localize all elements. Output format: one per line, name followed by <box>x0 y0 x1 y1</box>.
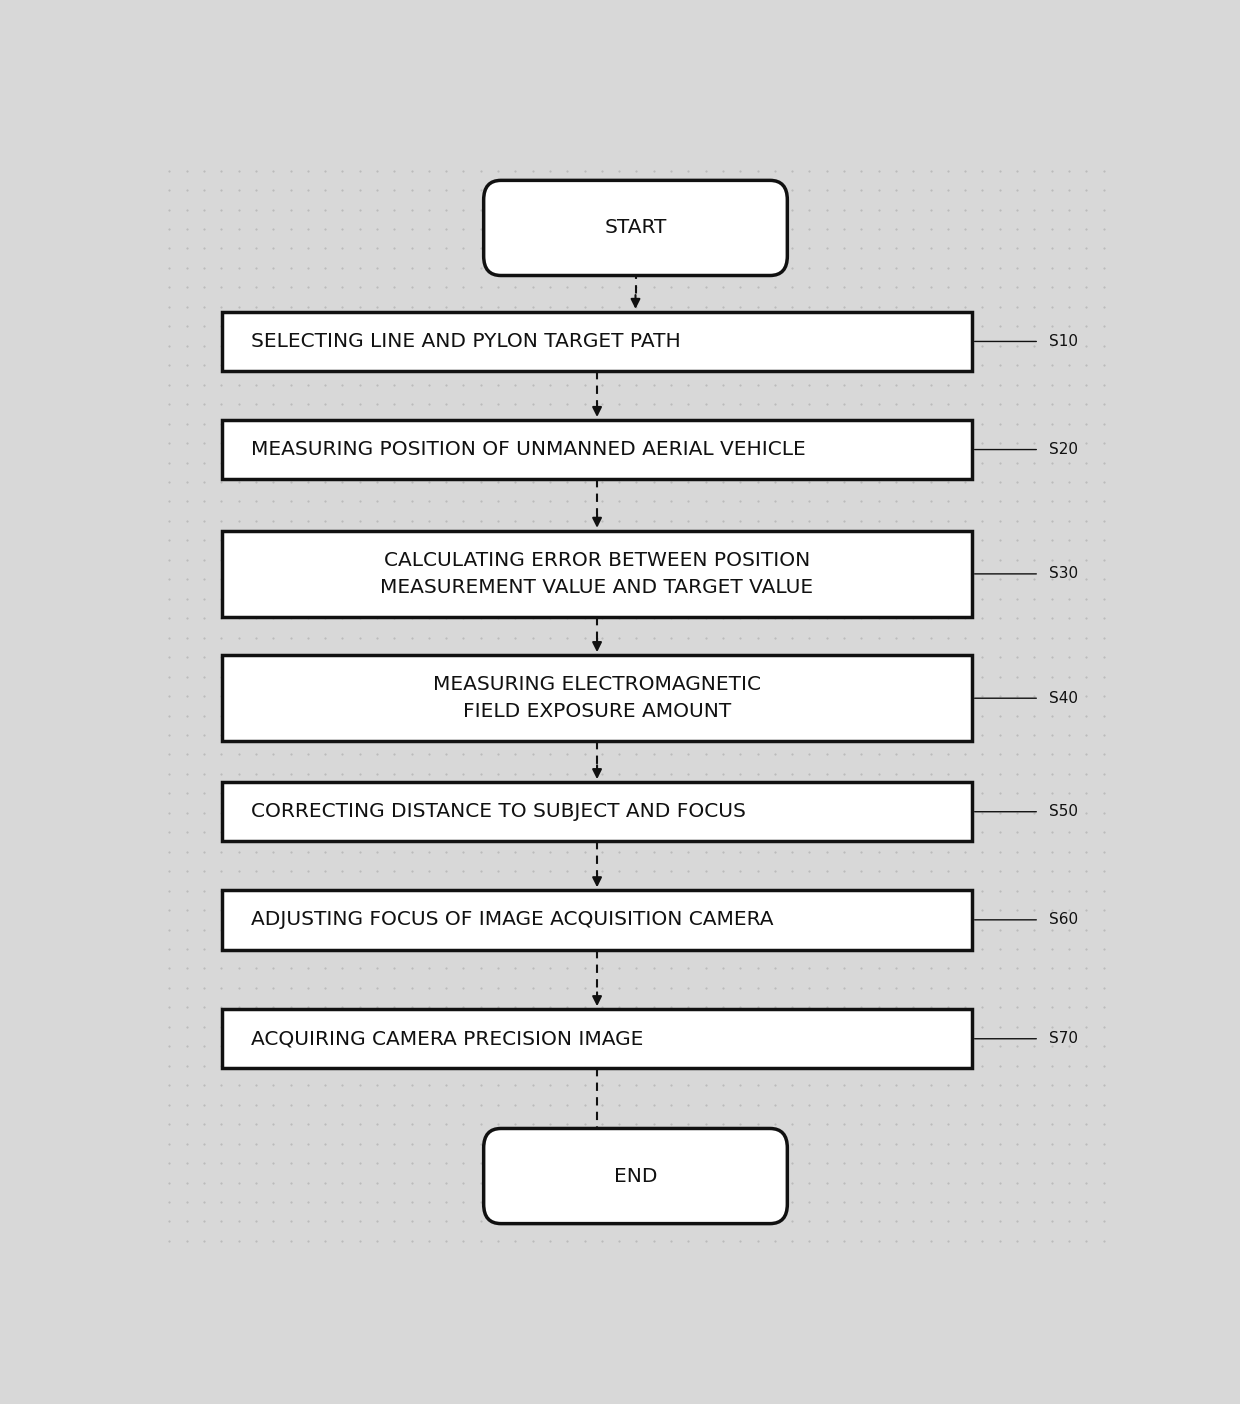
Text: S70: S70 <box>1049 1032 1078 1046</box>
Text: END: END <box>614 1167 657 1185</box>
Text: CORRECTING DISTANCE TO SUBJECT AND FOCUS: CORRECTING DISTANCE TO SUBJECT AND FOCUS <box>250 802 746 821</box>
FancyBboxPatch shape <box>222 420 972 479</box>
Text: START: START <box>604 219 667 237</box>
Text: ACQUIRING CAMERA PRECISION IMAGE: ACQUIRING CAMERA PRECISION IMAGE <box>250 1029 644 1049</box>
Text: S50: S50 <box>1049 804 1078 819</box>
Text: S30: S30 <box>1049 566 1078 581</box>
Text: SELECTING LINE AND PYLON TARGET PATH: SELECTING LINE AND PYLON TARGET PATH <box>250 331 681 351</box>
FancyBboxPatch shape <box>222 1009 972 1068</box>
FancyBboxPatch shape <box>484 1129 787 1224</box>
Text: ADJUSTING FOCUS OF IMAGE ACQUISITION CAMERA: ADJUSTING FOCUS OF IMAGE ACQUISITION CAM… <box>250 910 774 929</box>
Text: S10: S10 <box>1049 334 1078 350</box>
Text: CALCULATING ERROR BETWEEN POSITION
MEASUREMENT VALUE AND TARGET VALUE: CALCULATING ERROR BETWEEN POSITION MEASU… <box>381 552 813 597</box>
Text: MEASURING POSITION OF UNMANNED AERIAL VEHICLE: MEASURING POSITION OF UNMANNED AERIAL VE… <box>250 439 806 459</box>
FancyBboxPatch shape <box>222 531 972 618</box>
Text: S20: S20 <box>1049 442 1078 458</box>
FancyBboxPatch shape <box>222 654 972 741</box>
Text: S40: S40 <box>1049 691 1078 706</box>
FancyBboxPatch shape <box>222 312 972 371</box>
FancyBboxPatch shape <box>222 782 972 841</box>
FancyBboxPatch shape <box>484 180 787 275</box>
FancyBboxPatch shape <box>222 890 972 949</box>
Text: MEASURING ELECTROMAGNETIC
FIELD EXPOSURE AMOUNT: MEASURING ELECTROMAGNETIC FIELD EXPOSURE… <box>433 675 761 722</box>
Text: S60: S60 <box>1049 913 1078 927</box>
